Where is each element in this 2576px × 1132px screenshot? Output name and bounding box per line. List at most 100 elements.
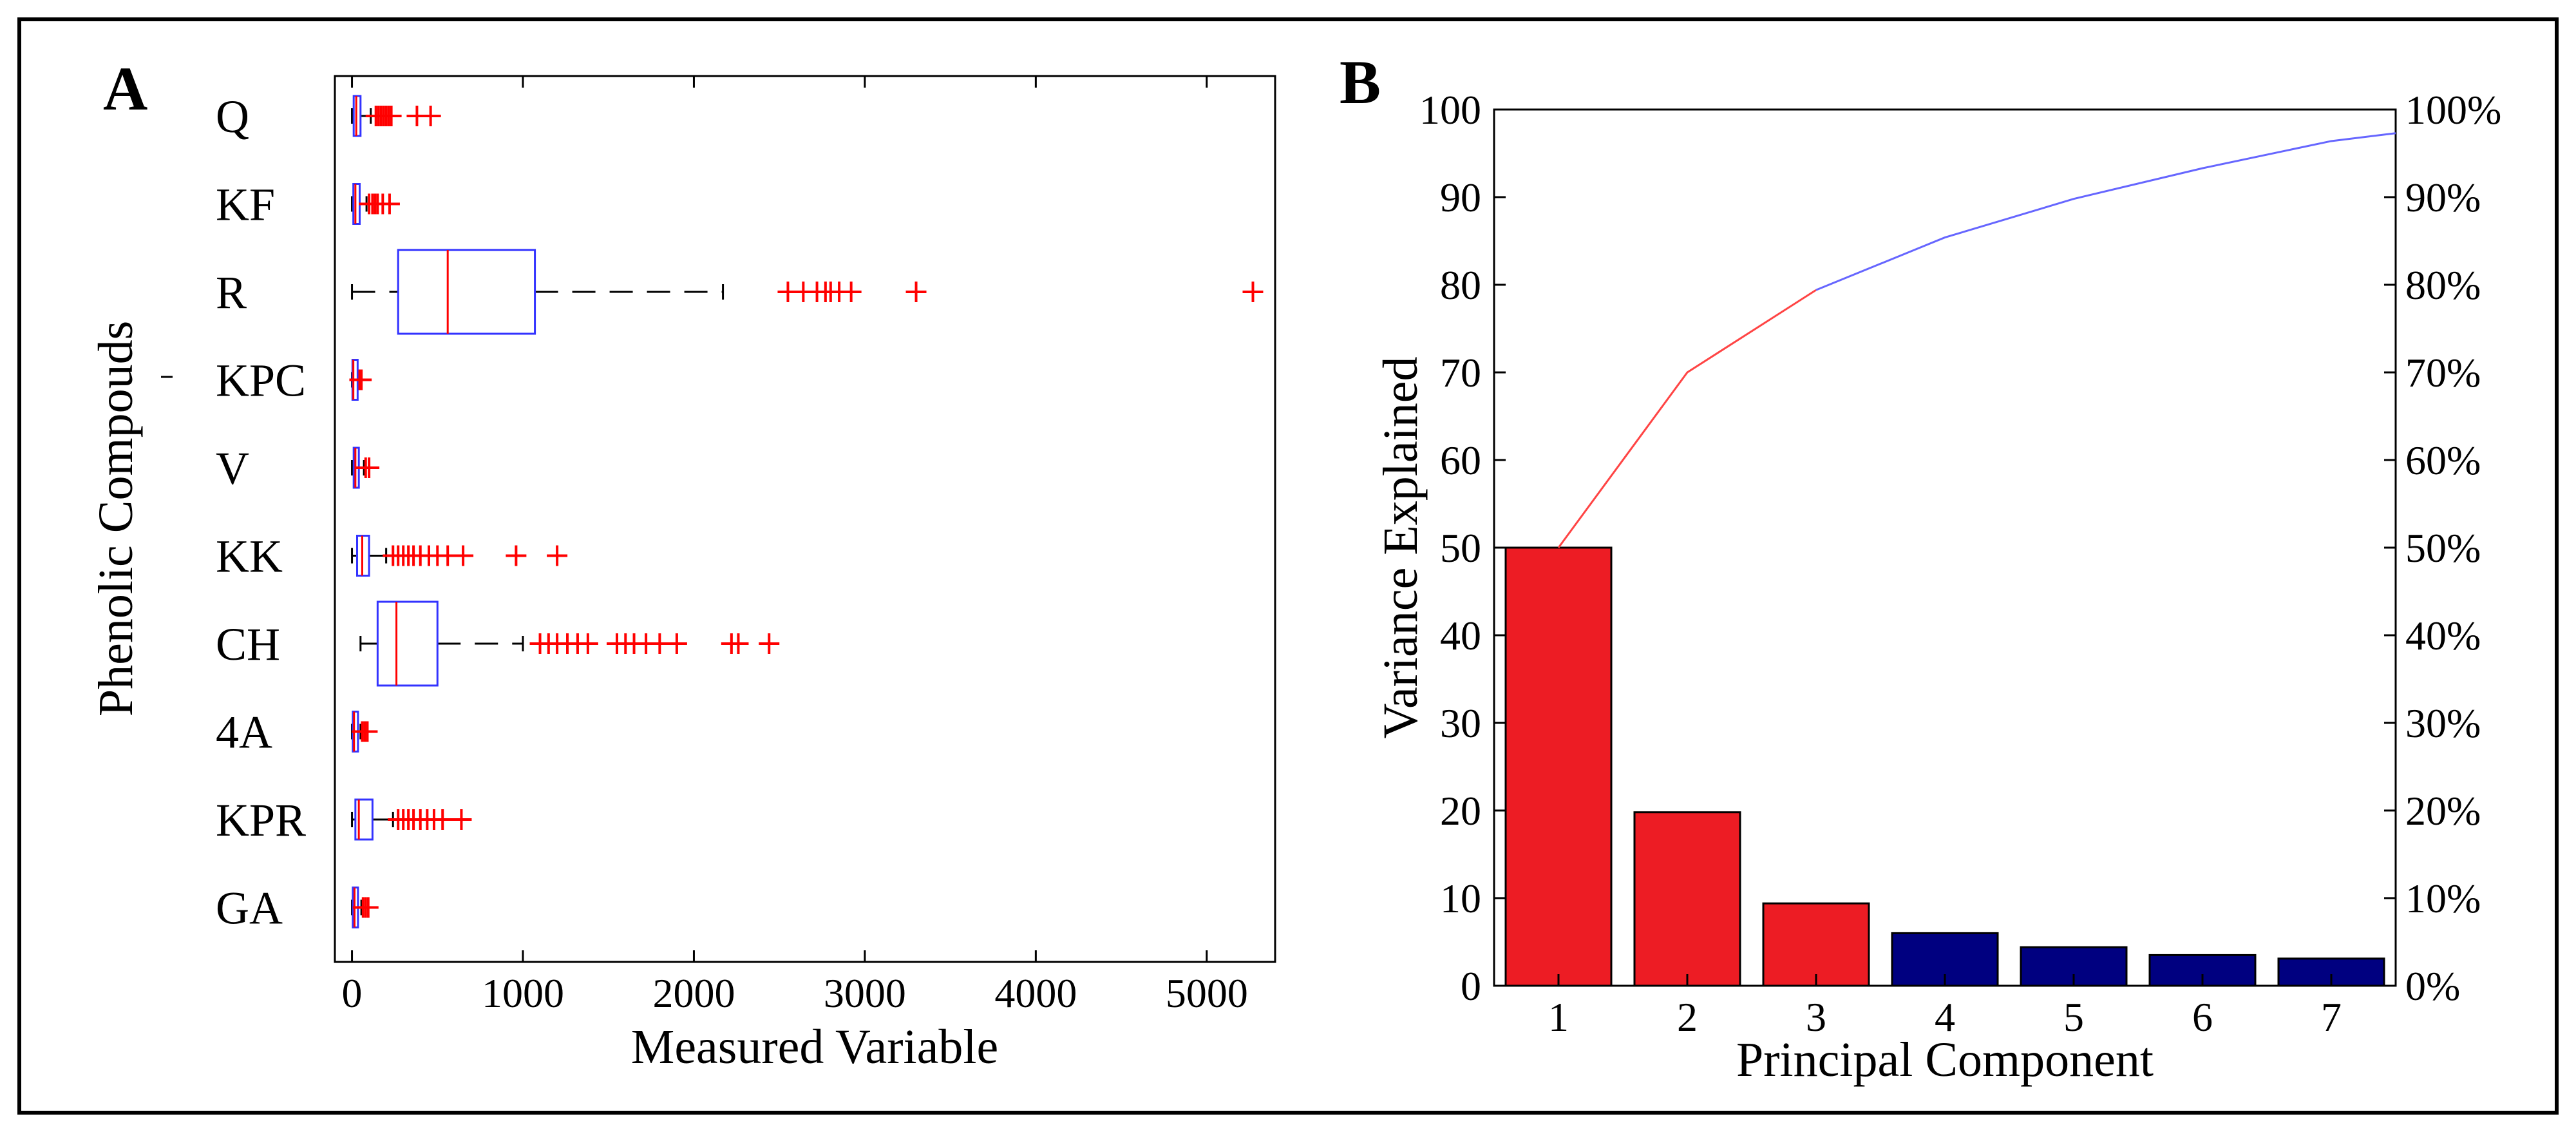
y2-tick-label: 90% bbox=[2405, 175, 2481, 220]
x-tick-label: 6 bbox=[2192, 994, 2213, 1040]
y-tick-label: 30 bbox=[1440, 700, 1481, 746]
outlier-marker bbox=[759, 633, 780, 654]
x-tick-label: 2 bbox=[1677, 994, 1698, 1040]
x-tick-label: 5 bbox=[2063, 994, 2084, 1040]
outlier-marker bbox=[381, 106, 402, 126]
x-tick-label: 3000 bbox=[824, 970, 906, 1016]
y-tick-label: 80 bbox=[1440, 262, 1481, 308]
outlier-marker bbox=[357, 721, 378, 742]
cumulative-line-blue bbox=[1815, 132, 2396, 291]
y2-tick-label: 80% bbox=[2405, 262, 2481, 308]
x-tick-label: 4 bbox=[1935, 994, 1955, 1040]
outlier-marker bbox=[357, 897, 379, 918]
panel-a-x-axis-label: Measured Variable bbox=[631, 1020, 998, 1074]
cumulative-line-red bbox=[1557, 289, 1817, 548]
panel-a-y-axis-label: Phenolic Compouds bbox=[89, 321, 143, 716]
panel-b-plot-area bbox=[1493, 108, 2397, 987]
box-body bbox=[376, 600, 439, 687]
y2-tick-label: 40% bbox=[2405, 613, 2481, 658]
category-label: KPR bbox=[216, 794, 306, 846]
outlier-marker bbox=[420, 106, 441, 126]
box-body bbox=[354, 798, 374, 841]
figure-frame bbox=[17, 17, 2559, 1115]
x-tick-label: 1 bbox=[1548, 994, 1569, 1040]
box-kpr bbox=[351, 798, 472, 841]
outlier-marker bbox=[666, 633, 687, 654]
panel-b-x-axis-label: Principal Component bbox=[1736, 1033, 2154, 1087]
y-tick-label: 60 bbox=[1440, 437, 1481, 483]
panel-b-y2-ticks: 0% 10% 20% 30% 40% 50% 60% 70% 80% 90% 100% bbox=[2384, 87, 2501, 1009]
outlier-marker bbox=[359, 457, 380, 478]
box-ga bbox=[351, 887, 379, 928]
panel-b: B 0 10 20 30 40 50 60 70 80 90 100 0% 10% 20% 30% 40% 5… bbox=[1340, 48, 2501, 1087]
box-body bbox=[397, 249, 536, 335]
category-label: KF bbox=[216, 179, 275, 231]
panel-a-x-ticks: 0 1000 2000 3000 4000 5000 bbox=[342, 76, 1248, 1016]
outlier-marker bbox=[728, 633, 749, 654]
y-tick-label: 40 bbox=[1440, 613, 1481, 658]
box-v bbox=[351, 446, 380, 489]
y-tick-label: 100 bbox=[1419, 87, 1481, 133]
panel-b-cumulative-line bbox=[1557, 132, 2396, 548]
y2-tick-label: 60% bbox=[2405, 437, 2481, 483]
outlier-marker bbox=[506, 545, 527, 566]
box-kpc bbox=[349, 359, 372, 401]
panel-b-x-ticks: 1 2 3 4 5 6 7 bbox=[1548, 974, 2342, 1040]
box-r bbox=[351, 249, 1264, 335]
box-body bbox=[352, 183, 361, 225]
bar-pc-1 bbox=[1504, 546, 1613, 987]
x-tick-label: 3 bbox=[1806, 994, 1826, 1040]
panel-a-plot-area bbox=[334, 75, 1276, 963]
panel-a: A Q KF R KPC V KK CH 4A KPR GA 0 1000 2000 3000 4000 5… bbox=[89, 54, 1276, 1074]
y-tick-label: 90 bbox=[1440, 175, 1481, 220]
category-label: CH bbox=[216, 619, 280, 670]
panel-a-letter: A bbox=[103, 54, 147, 123]
panel-a-boxes bbox=[349, 95, 1264, 928]
box-ch bbox=[359, 600, 780, 687]
outlier-marker bbox=[379, 193, 400, 215]
box-4a bbox=[351, 711, 378, 753]
y2-tick-label: 70% bbox=[2405, 350, 2481, 396]
outlier-marker bbox=[453, 545, 474, 566]
x-tick-label: 7 bbox=[2321, 994, 2342, 1040]
category-label: Q bbox=[216, 91, 249, 142]
outlier-marker bbox=[547, 545, 568, 566]
y2-tick-label: 30% bbox=[2405, 700, 2481, 746]
y-tick-label: 20 bbox=[1440, 788, 1481, 834]
y2-tick-label: 50% bbox=[2405, 525, 2481, 571]
panel-b-bars bbox=[1504, 546, 2385, 987]
box-kk bbox=[351, 535, 568, 577]
x-tick-label: 5000 bbox=[1166, 970, 1248, 1016]
y-tick-label: 70 bbox=[1440, 350, 1481, 396]
x-tick-label: 0 bbox=[342, 970, 363, 1016]
box-q bbox=[351, 95, 441, 137]
category-label: GA bbox=[216, 883, 283, 934]
y2-tick-label: 20% bbox=[2405, 788, 2481, 834]
bar-pc-3 bbox=[1762, 902, 1870, 987]
panel-b-y-ticks: 0 10 20 30 40 50 60 70 80 90 100 bbox=[1419, 87, 1506, 1009]
y2-tick-label: 0% bbox=[2405, 963, 2460, 1009]
x-tick-label: 4000 bbox=[994, 970, 1077, 1016]
y-tick-label: 10 bbox=[1440, 876, 1481, 921]
category-label: KPC bbox=[216, 355, 306, 407]
panel-b-y-axis-label: Variance Explained bbox=[1374, 357, 1428, 739]
x-tick-label: 1000 bbox=[482, 970, 564, 1016]
box-kf bbox=[351, 183, 400, 225]
outlier-marker bbox=[351, 369, 372, 390]
outlier-marker bbox=[905, 282, 927, 302]
outlier-marker bbox=[577, 633, 598, 654]
category-label: 4A bbox=[216, 707, 272, 758]
category-label: V bbox=[216, 443, 249, 494]
panel-b-letter: B bbox=[1340, 48, 1381, 117]
y2-tick-label: 10% bbox=[2405, 876, 2481, 921]
y2-tick-label: 100% bbox=[2405, 87, 2501, 133]
category-label: R bbox=[216, 267, 247, 318]
y-tick-label: 0 bbox=[1461, 963, 1481, 1009]
outlier-marker bbox=[432, 809, 453, 830]
y-tick-label: 50 bbox=[1440, 525, 1481, 571]
bar-pc-2 bbox=[1633, 811, 1741, 987]
category-label: KK bbox=[216, 531, 283, 582]
outlier-marker bbox=[1242, 282, 1264, 302]
panel-a-category-labels: Q KF R KPC V KK CH 4A KPR GA bbox=[216, 91, 306, 934]
